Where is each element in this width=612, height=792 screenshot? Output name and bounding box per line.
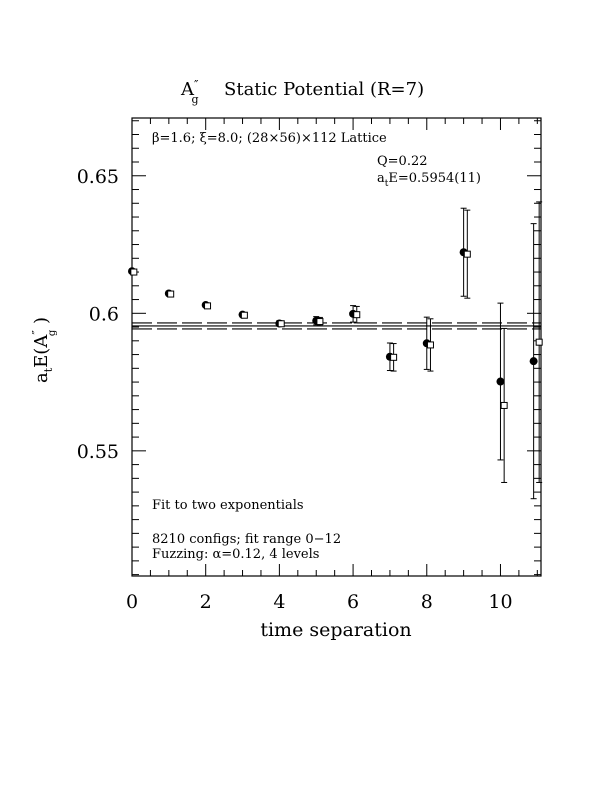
data-point xyxy=(240,311,248,319)
x-tick-label: 6 xyxy=(347,591,359,613)
y-axis-label: atE(A″ g ) xyxy=(30,317,58,383)
data-points xyxy=(128,201,543,500)
data-point xyxy=(130,268,138,276)
energy-annotation: atE=0.5954(11) xyxy=(377,171,481,189)
fit-band xyxy=(132,322,541,330)
ylabel-prefix: a xyxy=(31,372,52,383)
data-point xyxy=(496,377,505,386)
energy-rest: E=0.5954(11) xyxy=(388,171,481,186)
chart-title: A″ g Static Potential (R=7) xyxy=(180,78,424,106)
data-point xyxy=(529,357,538,366)
ylabel-prefix-sub: t xyxy=(42,367,55,372)
title-main: A xyxy=(180,79,195,100)
title-sub: g xyxy=(191,93,198,106)
x-tick-label: 2 xyxy=(200,591,212,613)
y-tick-label: 0.6 xyxy=(89,303,119,325)
ylabel-suffix: ) xyxy=(31,317,52,330)
title-prime: ″ xyxy=(194,78,199,92)
plot-frame xyxy=(131,117,542,577)
fuzzing-annotation: Fuzzing: α=0.12, 4 levels xyxy=(152,547,319,562)
energy-sub: t xyxy=(385,179,389,189)
ylabel-prime: ″ xyxy=(30,330,44,335)
data-point xyxy=(426,341,434,349)
data-point xyxy=(353,311,361,319)
x-axis-label: time separation xyxy=(260,619,411,641)
y-tick-label: 0.55 xyxy=(77,441,119,463)
axis-ticks: 0 2 4 6 8 10 0.55 0.6 0.65 xyxy=(77,118,541,613)
data-point xyxy=(500,401,508,409)
fit-annotation: Fit to two exponentials xyxy=(152,498,304,513)
x-tick-label: 8 xyxy=(421,591,433,613)
data-point xyxy=(316,318,324,326)
y-tick-label: 0.65 xyxy=(77,166,119,188)
x-tick-label: 0 xyxy=(126,591,138,613)
data-point xyxy=(167,290,175,298)
data-point xyxy=(204,302,212,310)
title-rest: Static Potential (R=7) xyxy=(224,79,424,100)
data-point xyxy=(535,338,543,346)
lattice-annotation: β=1.6; ξ=8.0; (28×56)×112 Lattice xyxy=(152,131,387,146)
x-tick-label: 4 xyxy=(273,591,285,613)
q-annotation: Q=0.22 xyxy=(377,154,428,169)
configs-annotation: 8210 configs; fit range 0−12 xyxy=(152,532,341,547)
x-tick-label: 10 xyxy=(488,591,512,613)
energy-prefix: a xyxy=(377,171,385,186)
ylabel-sub: g xyxy=(47,329,58,336)
data-point xyxy=(277,320,285,328)
ylabel-body: E(A xyxy=(31,334,52,368)
data-point xyxy=(463,250,471,258)
data-point xyxy=(390,353,398,361)
